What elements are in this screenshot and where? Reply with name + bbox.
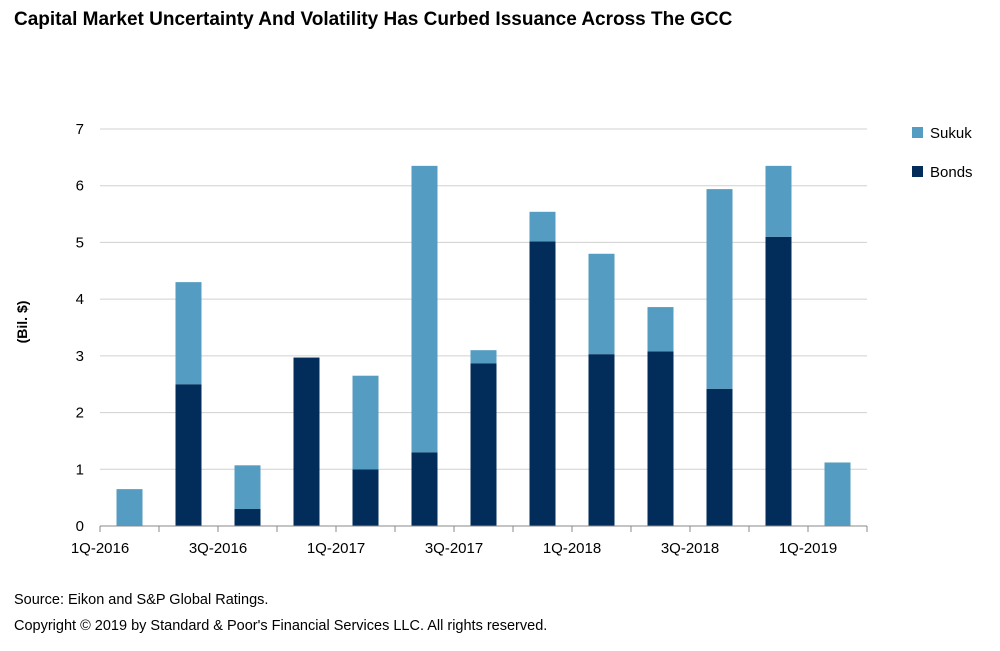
legend-swatch-bonds [912,166,923,177]
axes: 0 1 2 3 4 5 6 7 1Q-2016 3Q-2016 1Q-2017 3Q-2017 1Q-2… [71,121,868,557]
bar-bonds [470,363,497,526]
bar-bonds [765,236,792,526]
bar-bonds [293,357,320,526]
bar-sukuk [824,462,851,526]
x-tick-label: 1Q-2019 [779,540,837,557]
bar-bonds [352,469,379,526]
bar-sukuk [352,375,379,470]
bar-bonds [588,354,615,526]
y-axis-label: (Bil. $) [14,301,30,344]
bar-sukuk [116,489,143,526]
y-tick-label: 3 [76,348,84,365]
bar-sukuk [647,307,674,352]
legend-label-bonds: Bonds [930,164,973,181]
x-tick-label: 1Q-2018 [543,540,601,557]
y-tick-label: 4 [76,291,84,308]
bar-bonds [234,508,261,526]
x-tick-label: 3Q-2018 [661,540,719,557]
bar-sukuk [588,253,615,355]
legend-swatch-sukuk [912,127,923,138]
y-tick-label: 5 [76,234,84,251]
x-tick-label: 1Q-2017 [307,540,365,557]
x-tick-label: 3Q-2017 [425,540,483,557]
bar-bonds [529,241,556,526]
x-tick-label: 3Q-2016 [189,540,247,557]
y-tick-label: 0 [76,518,84,535]
bar-bonds [175,384,202,526]
legend-label-sukuk: Sukuk [930,125,972,142]
bar-sukuk [411,165,438,453]
bar-sukuk [529,211,556,242]
x-tick-label: 1Q-2016 [71,540,129,557]
y-tick-label: 2 [76,405,84,422]
bar-sukuk [706,189,733,389]
legend: Sukuk Bonds [912,125,973,181]
y-tick-label: 1 [76,461,84,478]
bar-bonds [411,452,438,526]
y-tick-label: 6 [76,178,84,195]
bar-sukuk [470,350,497,364]
copyright-note: Copyright © 2019 by Standard & Poor's Fi… [14,618,548,634]
bar-sukuk [765,165,792,237]
bar-bonds [706,388,733,526]
bars [116,165,851,526]
bar-sukuk [234,465,261,509]
y-tick-label: 7 [76,121,84,138]
chart-title: Capital Market Uncertainty And Volatilit… [14,9,733,30]
source-note: Source: Eikon and S&P Global Ratings. [14,592,269,608]
bar-sukuk [175,282,202,385]
bar-bonds [647,351,674,526]
